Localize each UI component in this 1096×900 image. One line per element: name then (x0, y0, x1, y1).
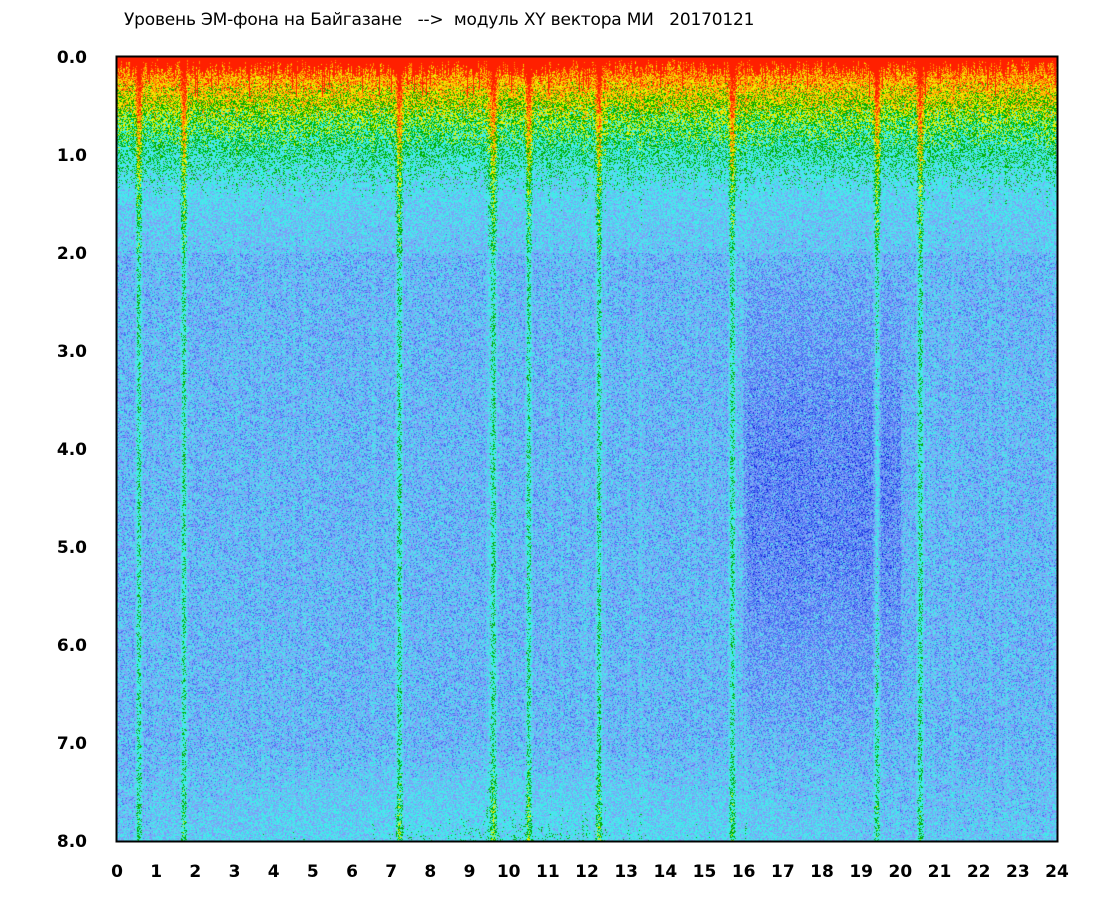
y-axis: 0.0 1.0 2.0 3.0 4.0 5.0 6.0 7.0 8.0 (57, 48, 87, 852)
x-axis: 0 1 2 3 4 5 6 7 8 9 10 11 12 13 14 15 16 17 18 19 20 21 22 23 24 (111, 862, 1069, 882)
x-tick-label: 24 (1045, 862, 1069, 882)
x-tick-label: 2 (189, 862, 201, 882)
y-tick-label: 5.0 (57, 538, 87, 558)
x-tick-label: 22 (967, 862, 991, 882)
x-tick-label: 12 (575, 862, 599, 882)
x-tick-label: 16 (732, 862, 756, 882)
plot-area (117, 57, 1057, 841)
x-tick-label: 13 (614, 862, 638, 882)
x-tick-label: 17 (771, 862, 795, 882)
x-tick-label: 19 (849, 862, 873, 882)
x-tick-label: 4 (268, 862, 280, 882)
y-tick-label: 3.0 (57, 342, 87, 362)
y-tick-label: 7.0 (57, 734, 87, 754)
y-tick-label: 2.0 (57, 244, 87, 264)
y-tick-label: 4.0 (57, 440, 87, 460)
x-tick-label: 7 (385, 862, 397, 882)
y-tick-label: 8.0 (57, 832, 87, 852)
x-tick-label: 1 (150, 862, 162, 882)
plot-frame (115, 55, 1059, 843)
x-tick-label: 9 (464, 862, 476, 882)
x-tick-label: 20 (888, 862, 912, 882)
x-tick-label: 14 (653, 862, 677, 882)
y-tick-label: 1.0 (57, 146, 87, 166)
x-tick-label: 21 (928, 862, 952, 882)
x-tick-label: 15 (693, 862, 717, 882)
x-tick-label: 10 (497, 862, 521, 882)
chart-title: Уровень ЭМ-фона на Байгазане --> модуль … (124, 10, 755, 30)
x-tick-label: 0 (111, 862, 123, 882)
x-tick-label: 8 (424, 862, 436, 882)
x-tick-label: 11 (536, 862, 560, 882)
y-tick-label: 6.0 (57, 636, 87, 656)
heatmap-image (117, 57, 1057, 841)
x-tick-label: 23 (1006, 862, 1030, 882)
x-tick-label: 6 (346, 862, 358, 882)
x-tick-label: 5 (307, 862, 319, 882)
y-tick-label: 0.0 (57, 48, 87, 68)
x-tick-label: 18 (810, 862, 834, 882)
x-tick-label: 3 (229, 862, 241, 882)
